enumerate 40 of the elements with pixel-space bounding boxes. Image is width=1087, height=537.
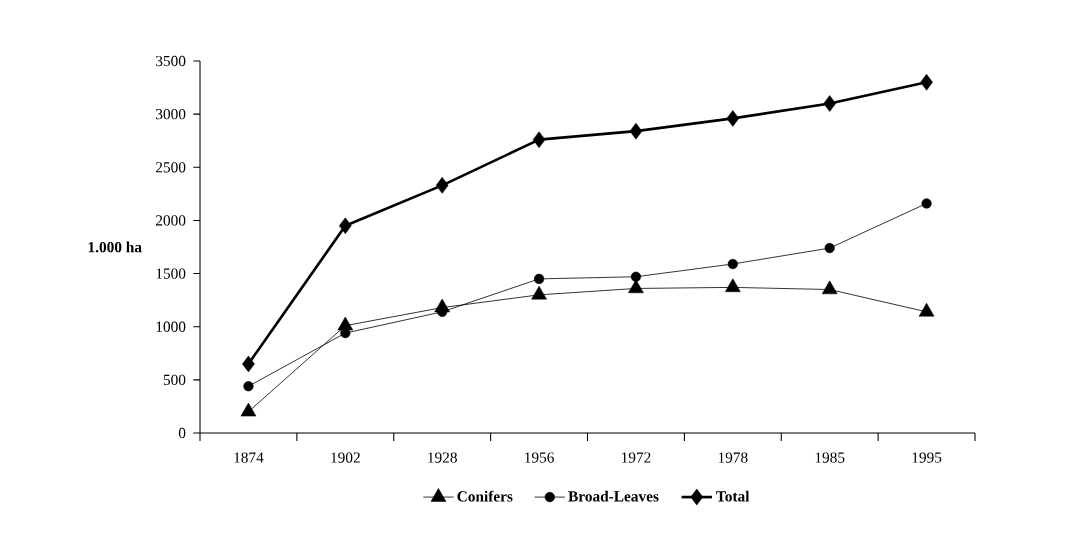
x-tick-label: 1978 [718,452,748,463]
x-tick-label: 1956 [525,452,554,463]
point [823,95,836,112]
point [628,279,644,294]
legend-label: Conifers [457,490,513,502]
y-tick-label: 2000 [155,215,186,226]
point [821,280,838,295]
point [918,302,935,317]
point [725,278,741,292]
y-tick-label: 2500 [155,162,186,173]
legend-label: Total [716,490,750,502]
point [532,131,546,148]
point [243,381,254,392]
point [531,285,547,300]
point [339,217,352,235]
point [824,243,835,254]
point [630,271,642,282]
y-tick-label: 3000 [156,108,186,120]
point [727,258,738,270]
x-tick-label: 1972 [621,452,651,463]
y-tick-label: 500 [163,374,186,386]
point [435,177,449,194]
point [921,198,932,209]
x-tick-label: 1995 [912,452,942,463]
x-tick-label: 1985 [815,452,845,463]
y-tick-label: 0 [178,427,186,439]
point [534,273,545,284]
y-tick-label: 1000 [156,321,186,332]
point [629,122,643,140]
y-tick-label: 1500 [156,268,186,279]
y-axis-title: 1.000 ha [88,241,142,253]
y-tick-label: 3500 [156,55,186,67]
point [726,110,740,127]
x-tick-label: 1874 [234,452,264,463]
point [242,355,255,373]
x-tick-label: 1928 [428,452,457,463]
legend-label: Broad-Leaves [568,490,659,502]
point [240,402,257,417]
point [920,73,933,91]
x-tick-label: 1902 [331,452,360,463]
